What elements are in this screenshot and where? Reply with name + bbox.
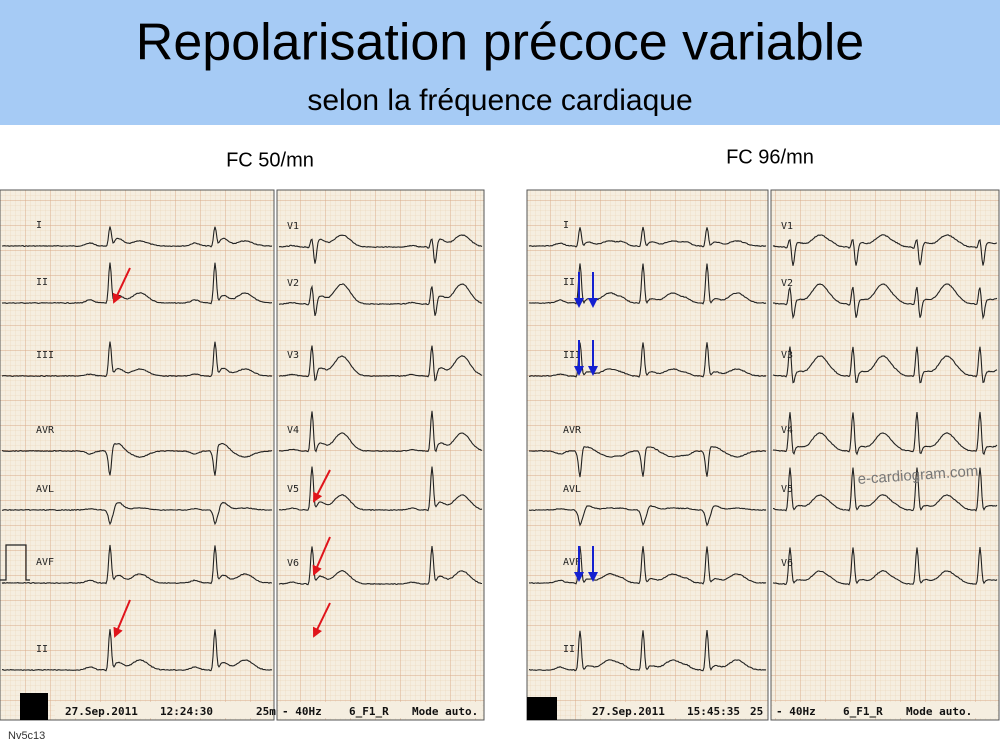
ecg-trace bbox=[278, 546, 482, 586]
footer-speed: 25m bbox=[256, 705, 276, 718]
lead-label: AVF bbox=[36, 557, 54, 568]
lead-label: V3 bbox=[781, 350, 793, 361]
ecg-trace bbox=[529, 546, 767, 585]
calibration-pulse bbox=[0, 544, 30, 581]
lead-label: II bbox=[563, 277, 575, 288]
red-arrow bbox=[113, 599, 131, 638]
footer-mode: Mode auto. bbox=[412, 705, 478, 718]
footer-band bbox=[582, 702, 766, 718]
lead-label: V4 bbox=[781, 425, 793, 436]
footer-time: 15:45:35 bbox=[687, 705, 740, 718]
ecg-trace bbox=[1, 629, 273, 672]
ecg-trace bbox=[773, 411, 998, 456]
footer-band bbox=[773, 702, 997, 718]
footer-filter: - 40Hz bbox=[776, 705, 816, 718]
ecg-trace bbox=[278, 283, 483, 317]
lead-label: V3 bbox=[287, 350, 299, 361]
lead-label: V6 bbox=[287, 558, 299, 569]
footer-date: 27.Sep.2011 bbox=[592, 705, 665, 718]
ecg-trace bbox=[1, 501, 273, 526]
ecg-trace bbox=[528, 630, 767, 672]
lead-label: V5 bbox=[781, 484, 793, 495]
lead-label: V4 bbox=[287, 425, 299, 436]
ecg-area: IIIIIIAVRAVLAVFIIV1V2V3V4V5V627.Sep.2011… bbox=[0, 189, 1000, 721]
red-arrow bbox=[312, 602, 331, 638]
lead-label: I bbox=[563, 220, 569, 231]
ecg-grid bbox=[526, 189, 769, 721]
ecg-trace bbox=[528, 505, 767, 527]
lead-label: AVL bbox=[36, 484, 54, 495]
panel-label: FC 96/mn bbox=[726, 146, 814, 168]
ecg-trace bbox=[1, 341, 273, 378]
panel-label: FC 50/mn bbox=[226, 149, 314, 171]
marker-square bbox=[527, 697, 557, 720]
lead-label: III bbox=[563, 350, 581, 361]
footer-mode: Mode auto. bbox=[906, 705, 972, 718]
ecg-trace bbox=[1, 544, 273, 585]
ecg-grid bbox=[276, 189, 485, 721]
footer-filter: - 40Hz bbox=[282, 705, 322, 718]
lead-label: V1 bbox=[781, 221, 793, 232]
ecg-trace bbox=[772, 283, 998, 320]
ecg-grid bbox=[770, 189, 1000, 721]
lead-label: V2 bbox=[287, 278, 299, 289]
ecg-trace bbox=[528, 226, 767, 248]
title-band bbox=[0, 0, 1000, 125]
footer-program: 6_F1_R bbox=[843, 705, 883, 718]
footer-band bbox=[55, 702, 272, 718]
title: Repolarisation précoce variable bbox=[136, 14, 864, 72]
lead-label: V5 bbox=[287, 484, 299, 495]
marker-square bbox=[20, 693, 48, 720]
footer-date: 27.Sep.2011 bbox=[65, 705, 138, 718]
footer-program: 6_F1_R bbox=[349, 705, 389, 718]
ecg-trace bbox=[278, 466, 483, 512]
ecg-grid bbox=[0, 189, 275, 721]
ecg-trace bbox=[528, 263, 767, 305]
slide-id: Nv5c13 bbox=[8, 730, 45, 742]
lead-label: III bbox=[36, 350, 54, 361]
lead-label: AVL bbox=[563, 484, 581, 495]
ecg-trace bbox=[2, 226, 273, 248]
red-arrow bbox=[112, 267, 131, 304]
footer-speed: 25 bbox=[750, 705, 763, 718]
lead-label: V2 bbox=[781, 278, 793, 289]
lead-label: V1 bbox=[287, 221, 299, 232]
footer-time: 12:24:30 bbox=[160, 705, 213, 718]
lead-label: I bbox=[36, 220, 42, 231]
ecg-trace bbox=[278, 345, 483, 382]
ecg-trace bbox=[279, 410, 483, 453]
red-arrow bbox=[312, 536, 331, 576]
lead-label: AVR bbox=[36, 425, 55, 436]
lead-label: AVF bbox=[563, 557, 581, 568]
lead-label: V6 bbox=[781, 558, 793, 569]
red-arrow bbox=[313, 469, 331, 503]
lead-label: II bbox=[36, 277, 48, 288]
ecg-trace bbox=[1, 442, 273, 476]
ecg-trace bbox=[773, 467, 998, 512]
ecg-trace bbox=[278, 234, 483, 264]
subtitle: selon la fréquence cardiaque bbox=[307, 84, 692, 117]
ecg-trace bbox=[772, 234, 998, 266]
ecg-trace bbox=[1, 262, 273, 305]
lead-label: II bbox=[563, 644, 575, 655]
lead-label: AVR bbox=[563, 425, 582, 436]
lead-label: II bbox=[36, 644, 48, 655]
ecg-trace bbox=[529, 342, 767, 378]
ecg-trace bbox=[772, 547, 998, 586]
ecg-trace bbox=[772, 346, 998, 384]
ecg-trace bbox=[528, 446, 766, 478]
footer-band bbox=[279, 702, 482, 718]
